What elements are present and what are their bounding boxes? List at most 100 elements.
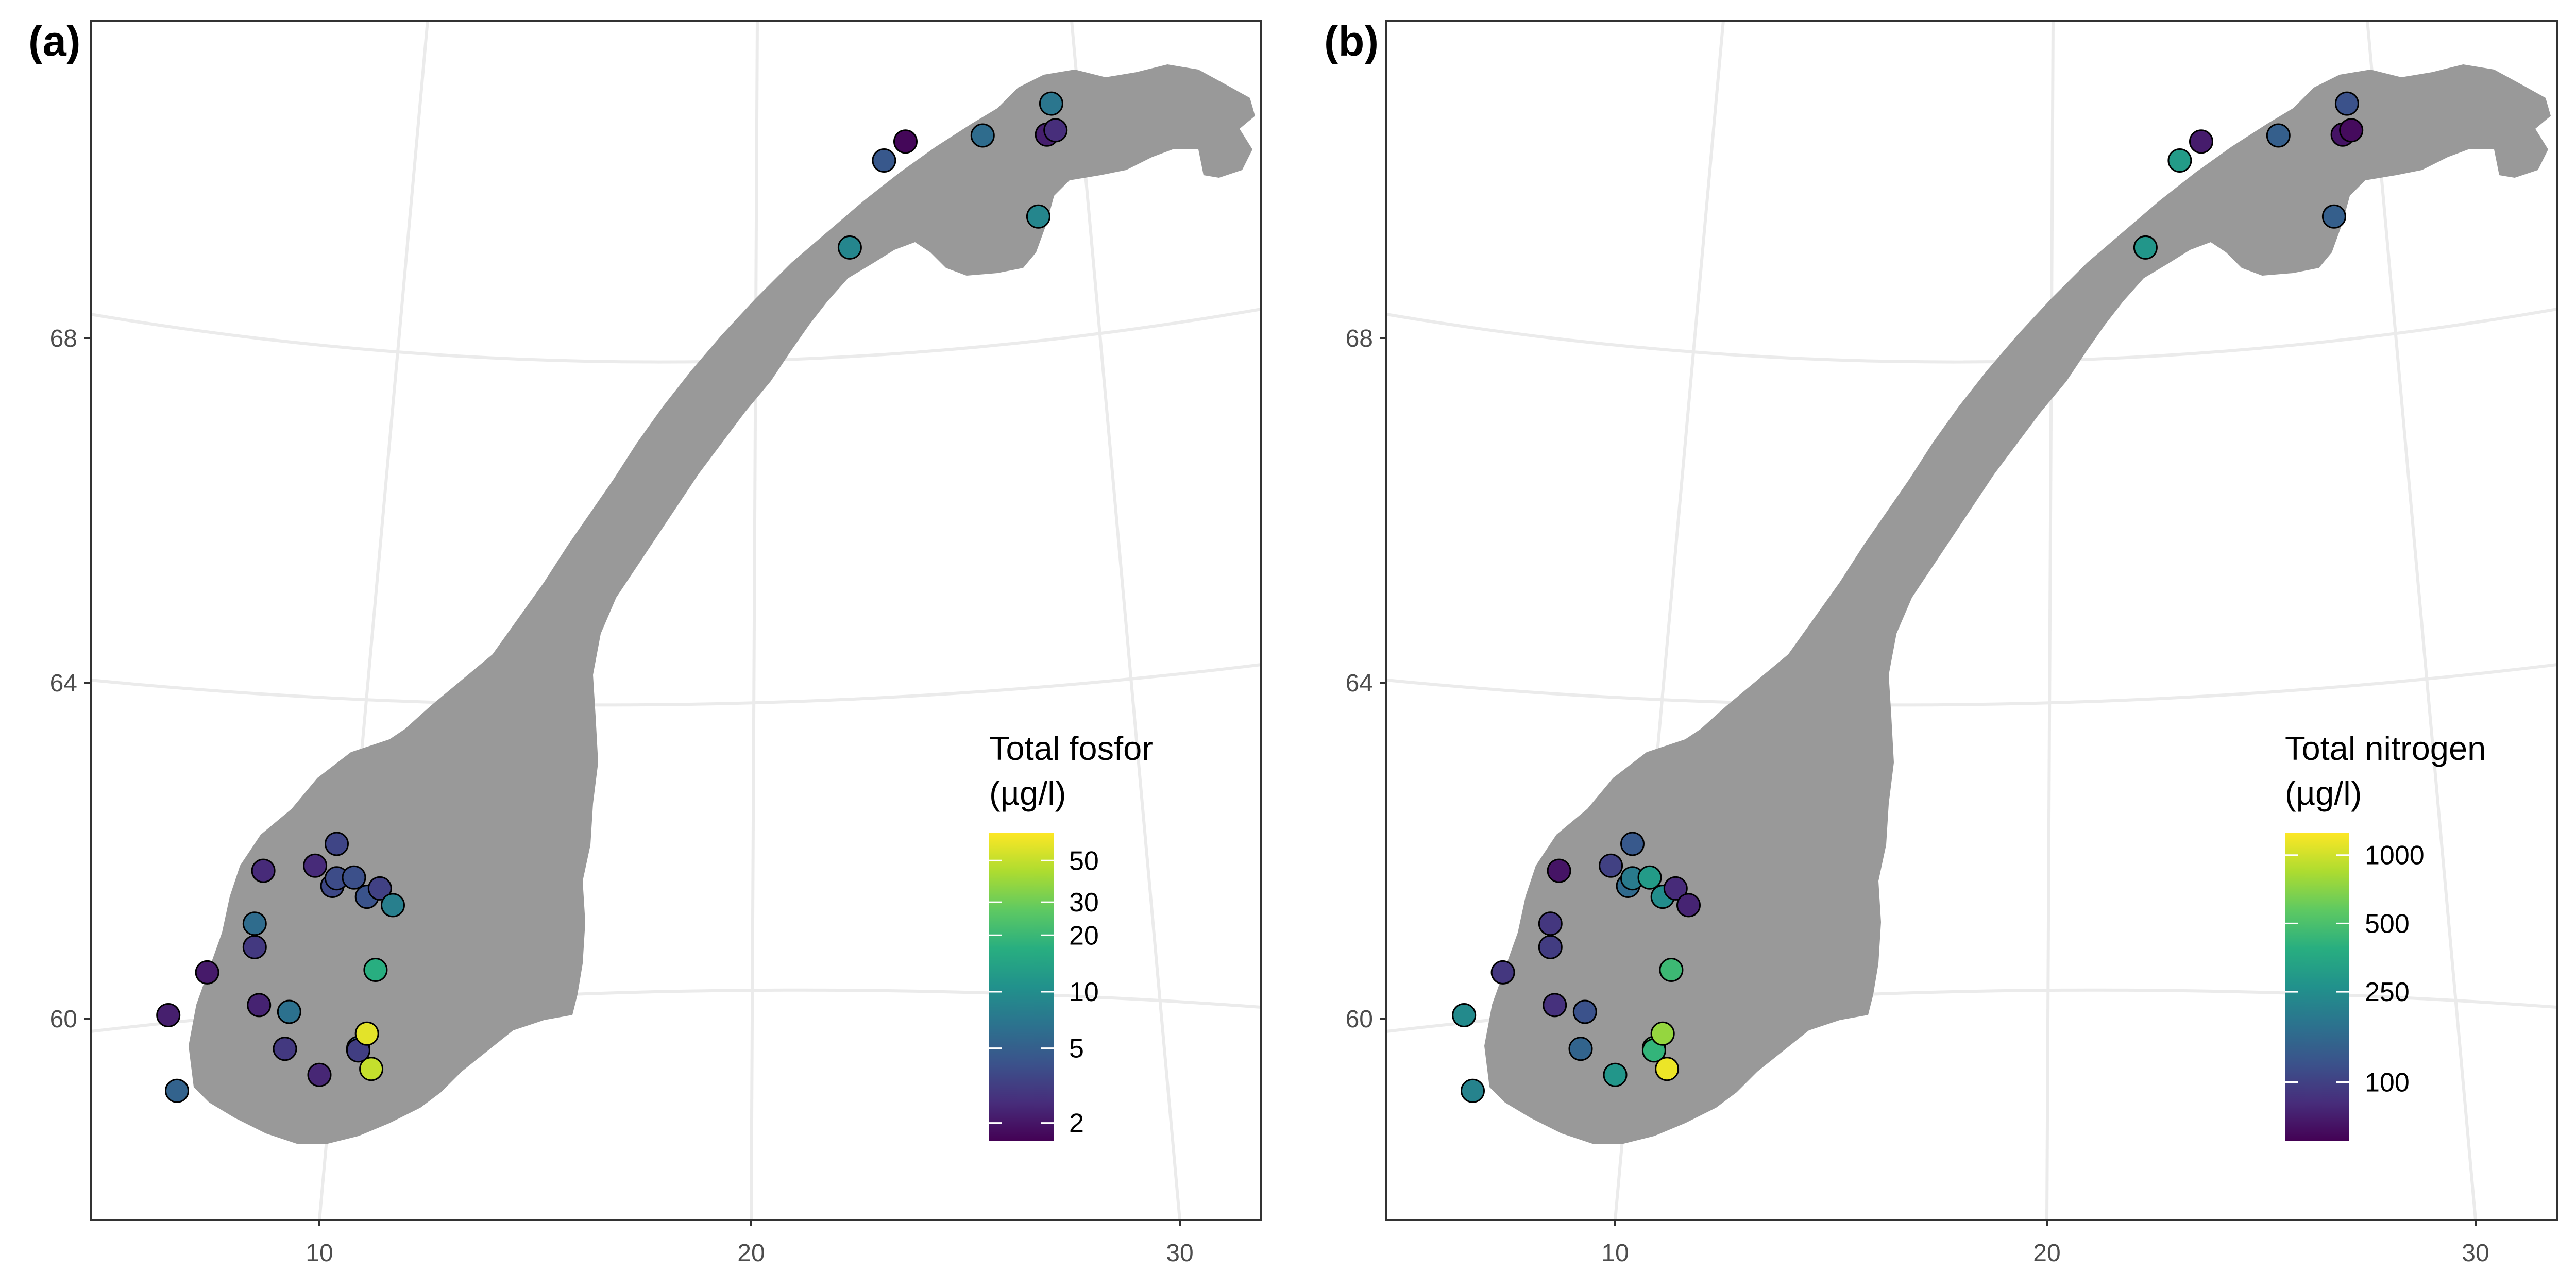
lake-point <box>1650 1021 1675 1046</box>
plot-area <box>1386 20 2557 1221</box>
lake-point <box>2339 118 2364 143</box>
lake-point <box>1620 832 1645 856</box>
colorbar <box>989 833 1054 1141</box>
colorbar-label: 500 <box>2365 909 2410 939</box>
lake-points <box>1452 91 2364 1103</box>
legend-unit: (µg/l) <box>2285 774 2362 812</box>
lake-point <box>1659 958 1684 982</box>
lake-point <box>2321 204 2346 229</box>
colorbar-label: 100 <box>2365 1068 2410 1098</box>
x-tick-label: 20 <box>2033 1240 2060 1267</box>
lake-point <box>165 1078 189 1103</box>
lake-point <box>2266 123 2291 148</box>
lake-point <box>970 123 995 148</box>
lake-point <box>2334 91 2359 116</box>
lake-point <box>1543 993 1567 1018</box>
colorbar-label: 20 <box>1069 921 1099 951</box>
grid-line-lon-30 <box>1070 20 1181 1221</box>
grid-line-lon-20 <box>2045 20 2055 1221</box>
lake-point <box>1538 911 1563 936</box>
x-tick-label: 30 <box>2462 1240 2489 1267</box>
grid-line-lon-20 <box>750 20 759 1221</box>
grid-line-lat-64 <box>1386 663 2557 707</box>
y-tick-label: 68 <box>1346 325 1373 352</box>
x-tick-label: 30 <box>1166 1240 1193 1267</box>
colorbar <box>2285 833 2349 1141</box>
lake-point <box>2133 235 2158 260</box>
lake-point <box>1655 1057 1680 1081</box>
legend-unit: (µg/l) <box>989 774 1066 812</box>
grid-line-lat-68 <box>1386 308 2557 364</box>
lake-point <box>1603 1062 1628 1087</box>
lake-point <box>1637 865 1662 890</box>
lake-point <box>359 1057 384 1081</box>
grid-line-lat-64 <box>90 663 1262 707</box>
y-tick-label: 68 <box>50 325 77 352</box>
lake-point <box>367 876 392 901</box>
colorbar-label: 2 <box>1069 1109 1084 1139</box>
plot-frame <box>90 20 1262 1221</box>
legend-title: Total fosfor <box>989 730 1153 767</box>
lake-point <box>1538 935 1563 959</box>
colorbar-label: 1000 <box>2365 841 2425 871</box>
lake-point <box>342 865 366 890</box>
lake-point <box>273 1037 297 1061</box>
grid-line-lon-30 <box>2366 20 2477 1221</box>
lake-point <box>1039 91 1063 116</box>
legend-title: Total nitrogen <box>2285 730 2486 767</box>
y-tick-label: 64 <box>1346 670 1373 697</box>
lake-point <box>381 893 405 918</box>
lake-point <box>1026 204 1050 229</box>
grid-line-lat-68 <box>90 308 1262 364</box>
lake-point <box>2189 129 2213 154</box>
x-tick-label: 10 <box>1601 1240 1629 1267</box>
y-axis: 60 64 68 <box>50 325 91 1033</box>
lake-point <box>1490 960 1515 985</box>
lake-point <box>2167 148 2192 173</box>
x-tick-label: 10 <box>306 1240 333 1267</box>
x-tick-label: 20 <box>737 1240 765 1267</box>
y-tick-label: 64 <box>50 670 77 697</box>
lake-point <box>325 832 349 856</box>
lake-point <box>1676 893 1701 918</box>
y-tick-label: 60 <box>50 1006 77 1033</box>
colorbar-label: 30 <box>1069 888 1099 918</box>
panel-tag: (b) <box>1324 17 1379 65</box>
map-panel-b: (b) Total nitrogen (µg/l)1000 500 250 100 60 64… <box>1324 17 2558 1267</box>
lake-point <box>251 858 276 883</box>
lake-point <box>1547 858 1571 883</box>
colorbar-label: 5 <box>1069 1034 1084 1064</box>
lake-point <box>1663 876 1688 901</box>
colorbar-label: 10 <box>1069 977 1099 1007</box>
lake-point <box>1452 1003 1477 1027</box>
lake-point <box>1461 1078 1485 1103</box>
x-axis: 10 20 30 <box>306 1220 1194 1267</box>
lake-point <box>242 911 267 936</box>
legend: Total nitrogen (µg/l)1000 500 250 100 <box>2285 730 2486 1141</box>
plot-area <box>90 20 1262 1221</box>
lake-point <box>1572 999 1597 1024</box>
plot-frame <box>1385 20 2558 1221</box>
colorbar-label: 250 <box>2365 977 2410 1007</box>
lake-point <box>1599 853 1623 878</box>
lake-point <box>247 993 272 1018</box>
lake-point <box>893 129 918 154</box>
lake-point <box>837 235 862 260</box>
x-axis: 10 20 30 <box>1601 1220 2489 1267</box>
lake-point <box>354 1021 379 1046</box>
lake-point <box>156 1003 181 1027</box>
lake-points <box>156 91 1068 1103</box>
lake-point <box>363 958 388 982</box>
colorbar-label: 50 <box>1069 846 1099 876</box>
lake-point <box>277 999 301 1024</box>
panel-tag: (a) <box>28 17 80 65</box>
lake-point <box>1043 118 1068 143</box>
lake-point <box>307 1062 332 1087</box>
y-tick-label: 60 <box>1346 1006 1373 1033</box>
lake-point <box>303 853 328 878</box>
lake-point <box>872 148 896 173</box>
